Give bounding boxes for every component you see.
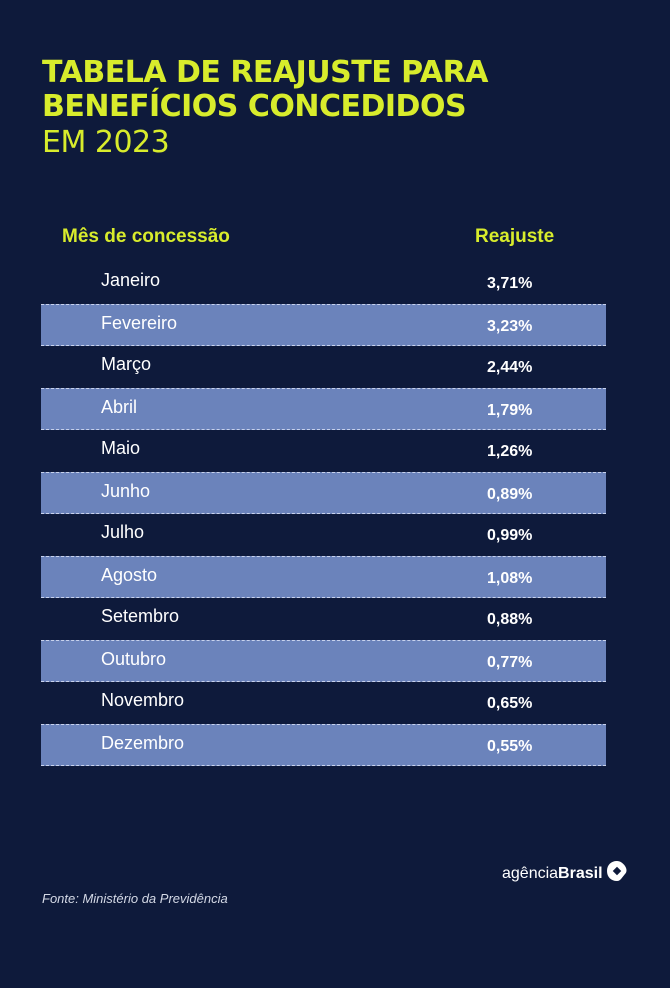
logo-brand: Brasil — [558, 864, 603, 882]
table-row: Março 2,44% — [41, 346, 606, 388]
row-month: Outubro — [101, 649, 167, 669]
row-month: Março — [101, 354, 152, 374]
row-month: Fevereiro — [101, 313, 178, 333]
row-rate: 3,23% — [487, 318, 533, 335]
row-month: Dezembro — [101, 733, 185, 753]
agencia-brasil-logo: agência Brasil — [502, 860, 628, 887]
table-row: Agosto 1,08% — [41, 556, 606, 598]
row-month: Julho — [101, 522, 145, 542]
row-rate: 0,77% — [487, 654, 533, 671]
table-row: Julho 0,99% — [41, 514, 606, 556]
row-rate: 2,44% — [487, 359, 533, 376]
adjustment-table: Mês de concessão Reajuste Janeiro 3,71% … — [41, 222, 606, 766]
row-month: Agosto — [101, 565, 158, 585]
table-row: Novembro 0,65% — [41, 682, 606, 724]
row-rate: 1,79% — [487, 402, 533, 419]
row-month: Junho — [101, 481, 151, 501]
table-row: Junho 0,89% — [41, 472, 606, 514]
row-rate: 0,65% — [487, 695, 533, 712]
title-line-2: BENEFÍCIOS CONCEDIDOS — [42, 89, 467, 124]
brazil-map-icon — [606, 860, 628, 887]
table-row: Setembro 0,88% — [41, 598, 606, 640]
table-row: Maio 1,26% — [41, 430, 606, 472]
row-month: Setembro — [101, 606, 180, 626]
logo-prefix: agência — [502, 864, 559, 882]
row-month: Maio — [101, 438, 141, 458]
row-rate: 1,26% — [487, 443, 533, 460]
table-row: Janeiro 3,71% — [41, 262, 606, 304]
table-row: Fevereiro 3,23% — [41, 304, 606, 346]
row-rate: 3,71% — [487, 275, 533, 292]
source-note: Fonte: Ministério da Previdência — [42, 891, 228, 906]
row-month: Novembro — [101, 690, 185, 710]
header-month: Mês de concessão — [62, 226, 230, 247]
table-body: Janeiro 3,71% Fevereiro 3,23% Março 2,44… — [41, 262, 606, 766]
table-row: Outubro 0,77% — [41, 640, 606, 682]
title-line-1: TABELA DE REAJUSTE PARA — [42, 55, 488, 90]
row-month: Abril — [101, 397, 138, 417]
row-rate: 1,08% — [487, 570, 533, 587]
header-rate: Reajuste — [475, 226, 555, 247]
row-month: Janeiro — [101, 270, 161, 290]
table-row: Dezembro 0,55% — [41, 724, 606, 766]
row-rate: 0,89% — [487, 486, 533, 503]
table-row: Abril 1,79% — [41, 388, 606, 430]
title-year: EM 2023 — [42, 125, 170, 160]
table-header: Mês de concessão Reajuste — [41, 222, 606, 258]
page-title: TABELA DE REAJUSTE PARA BENEFÍCIOS CONCE… — [42, 56, 488, 162]
row-rate: 0,99% — [487, 527, 533, 544]
row-rate: 0,88% — [487, 611, 533, 628]
row-rate: 0,55% — [487, 738, 533, 755]
